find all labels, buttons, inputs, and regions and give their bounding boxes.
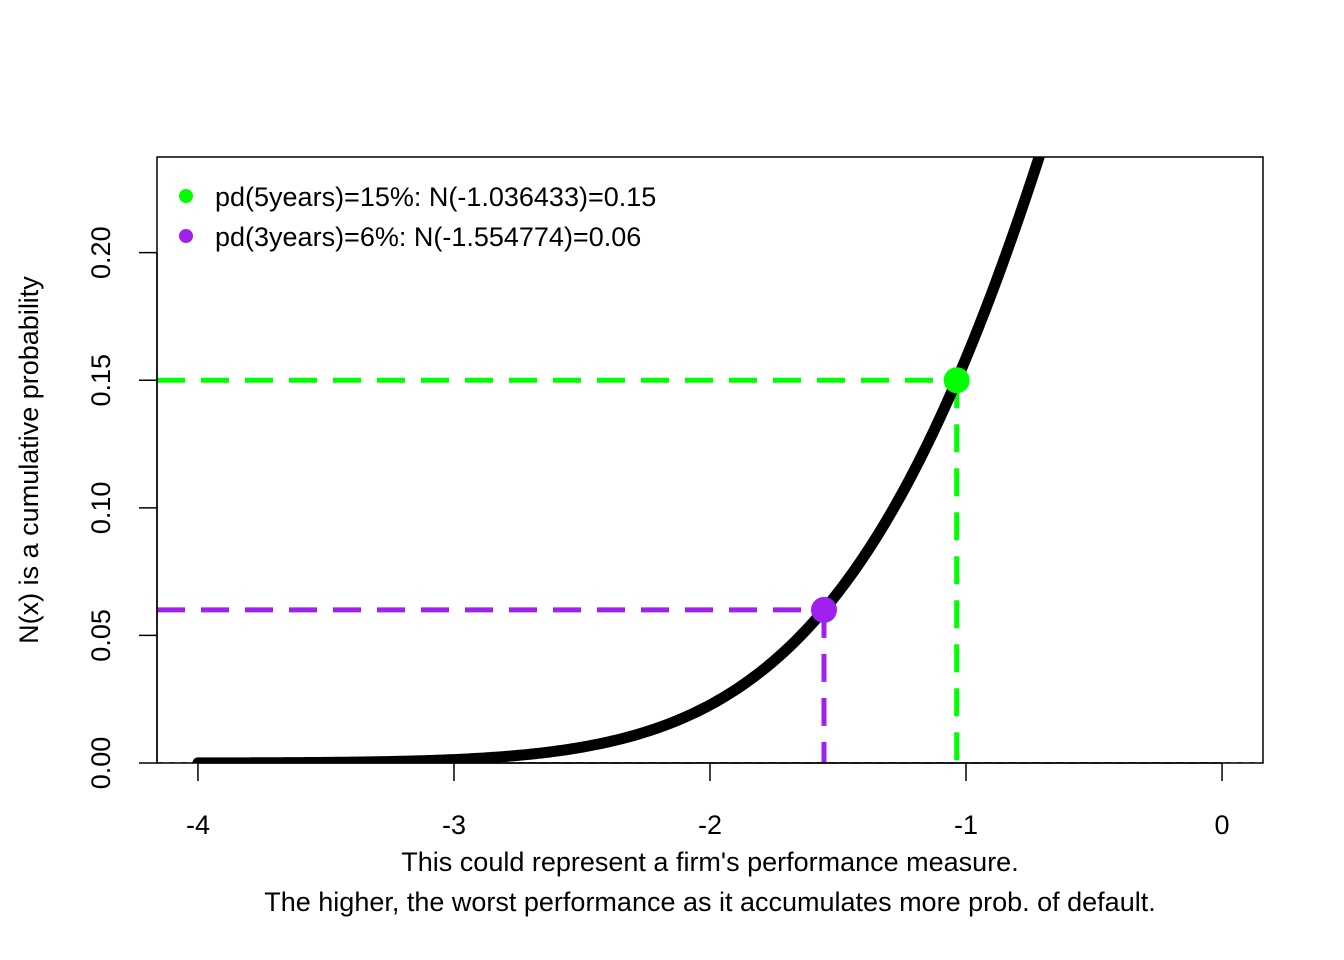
- legend: pd(5years)=15%: N(-1.036433)=0.15 pd(3yea…: [179, 182, 656, 252]
- y-tick-label-2: 0.10: [86, 482, 116, 535]
- x-tick-label-1: -3: [442, 810, 466, 840]
- y-tick-label-4: 0.20: [86, 226, 116, 279]
- legend-marker-0: [179, 189, 193, 203]
- x-axis-label-line-2: The higher, the worst performance as it …: [264, 887, 1155, 917]
- highlight-point-1: [810, 596, 837, 623]
- x-tick-label-3: -1: [954, 810, 978, 840]
- x-axis: -4 -3 -2 -1 0: [186, 762, 1230, 840]
- y-tick-label-3: 0.15: [86, 354, 116, 407]
- highlight-point-0: [943, 367, 970, 394]
- x-axis-label-line-1: This could represent a firm's performanc…: [401, 847, 1018, 877]
- x-tick-label-0: -4: [186, 810, 210, 840]
- y-tick-label-1: 0.05: [86, 609, 116, 662]
- y-axis-label: N(x) is a cumulative probability: [14, 276, 44, 644]
- x-tick-label-2: -2: [698, 810, 722, 840]
- legend-label-0: pd(5years)=15%: N(-1.036433)=0.15: [215, 182, 656, 212]
- cdf-curve: [192, 157, 1045, 763]
- y-axis: 0.00 0.05 0.10 0.15 0.20: [86, 226, 158, 790]
- legend-marker-1: [179, 229, 193, 243]
- x-tick-label-4: 0: [1215, 810, 1230, 840]
- plot-content: [157, 157, 1263, 763]
- y-tick-label-0: 0.00: [86, 737, 116, 790]
- legend-label-1: pd(3years)=6%: N(-1.554774)=0.06: [215, 222, 641, 252]
